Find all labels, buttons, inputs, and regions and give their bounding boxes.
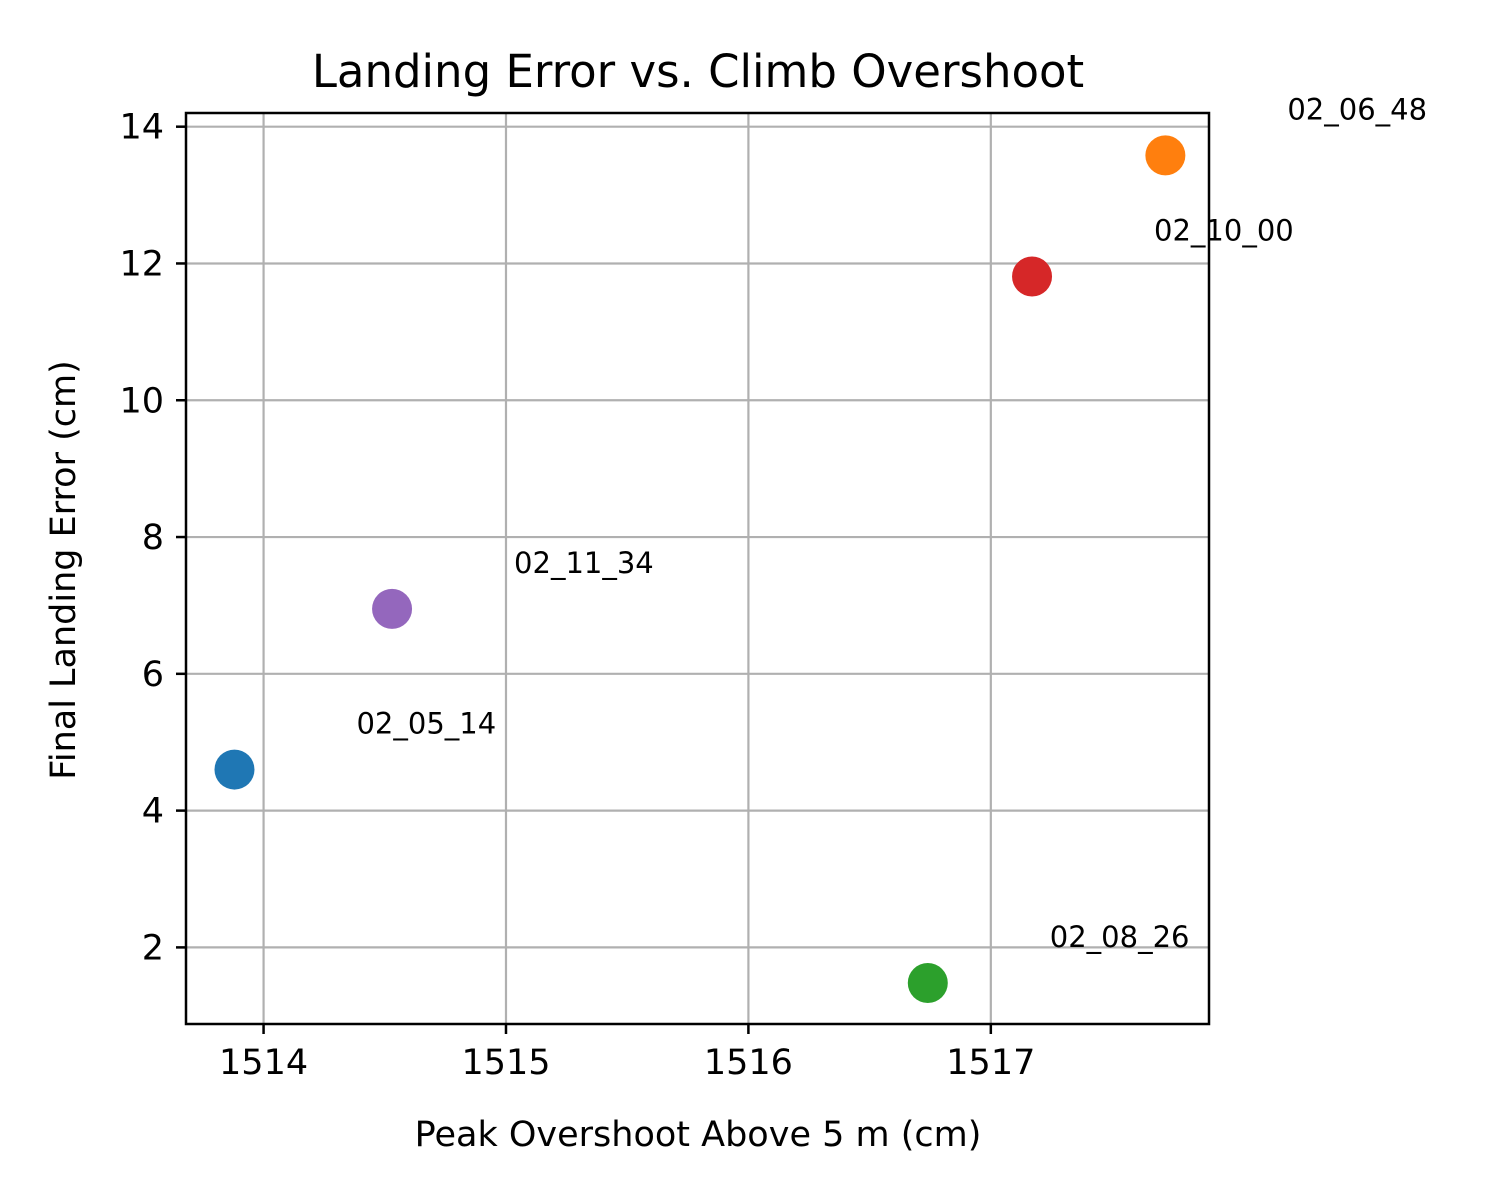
data-point <box>372 588 413 629</box>
data-point <box>907 962 948 1003</box>
annotations-layer: 02_05_14 02_06_48 02_08_26 02_10_00 02_11_34 <box>356 92 1427 954</box>
point-label: 02_08_26 <box>1050 920 1190 954</box>
x-tick-label: 1516 <box>704 1043 793 1083</box>
y-axis-label: Final Landing Error (cm) <box>44 360 84 779</box>
point-label: 02_05_14 <box>356 707 496 741</box>
y-tick-label: 6 <box>142 655 164 695</box>
point-label: 02_06_48 <box>1287 92 1427 126</box>
point-label: 02_10_00 <box>1154 213 1294 247</box>
data-point <box>1145 135 1186 176</box>
ticks-layer: 1514 1515 1516 1517 2 4 6 8 10 12 14 <box>119 108 1035 1083</box>
x-tick-label: 1517 <box>946 1043 1035 1083</box>
y-tick-label: 12 <box>119 244 164 284</box>
y-tick-label: 10 <box>119 381 164 421</box>
data-point <box>214 749 255 790</box>
chart-title: Landing Error vs. Climb Overshoot <box>312 45 1084 98</box>
point-label: 02_11_34 <box>514 546 654 580</box>
x-axis-label: Peak Overshoot Above 5 m (cm) <box>415 1115 982 1155</box>
plot-frame <box>184 111 1211 1026</box>
x-tick-label: 1515 <box>461 1043 550 1083</box>
y-tick-label: 2 <box>142 928 164 968</box>
y-tick-label: 8 <box>142 518 164 558</box>
y-tick-label: 14 <box>119 108 164 148</box>
y-tick-label: 4 <box>142 792 164 832</box>
points-layer <box>214 135 1186 1003</box>
data-point <box>1012 256 1053 297</box>
x-tick-label: 1514 <box>219 1043 308 1083</box>
